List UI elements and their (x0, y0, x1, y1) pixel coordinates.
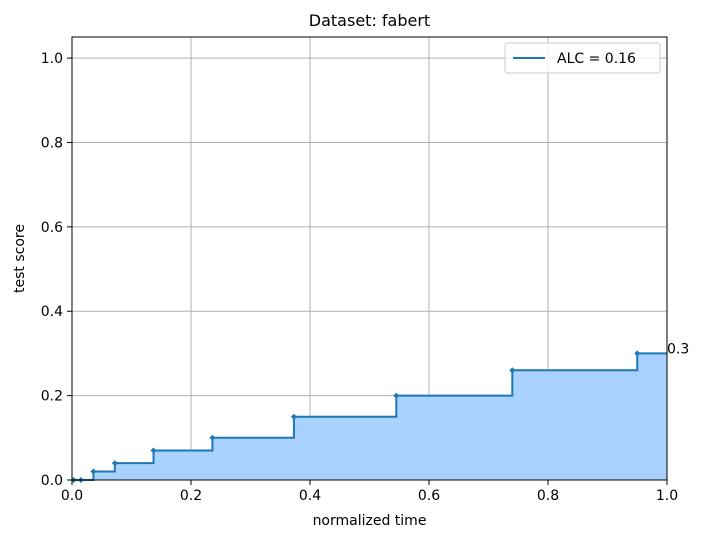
legend: ALC = 0.16 (504, 42, 661, 74)
final-score-label: 0.3 (667, 341, 689, 357)
plot-frame (71, 36, 668, 481)
data-point (111, 460, 118, 467)
data-point (509, 367, 516, 374)
data-point (150, 447, 157, 454)
x-tick-label: 0.8 (537, 488, 559, 504)
annotations: 0.3 (667, 341, 689, 357)
y-axis-label: test score (12, 224, 28, 293)
y-tick-label: 1.0 (41, 51, 63, 67)
data-point (634, 350, 641, 357)
y-tick-label: 0.4 (41, 304, 63, 320)
series-markers (70, 350, 641, 483)
data-point (393, 392, 400, 399)
y-tick-label: 0.6 (41, 220, 63, 236)
y-tick-label: 0.8 (41, 135, 63, 151)
legend-entry: ALC = 0.16 (557, 51, 636, 67)
x-tick-label: 1.0 (656, 488, 678, 504)
x-tick-label: 0.4 (299, 488, 321, 504)
y-tick-label: 0.2 (41, 389, 63, 405)
data-point (90, 468, 97, 475)
x-axis-label: normalized time (313, 513, 427, 529)
x-tick-label: 0.0 (61, 488, 83, 504)
x-tick-label: 0.2 (180, 488, 202, 504)
x-tick-label: 0.6 (418, 488, 440, 504)
legend-box (504, 42, 661, 74)
data-point (290, 413, 297, 420)
y-tick-label: 0.0 (41, 473, 63, 489)
ticks: 0.0 0.2 0.4 0.6 0.8 1.0 0.0 0.2 0.4 0.6 0.8 1.0 (41, 51, 678, 504)
chart-title: Dataset: fabert (309, 11, 430, 30)
data-point (209, 434, 216, 441)
